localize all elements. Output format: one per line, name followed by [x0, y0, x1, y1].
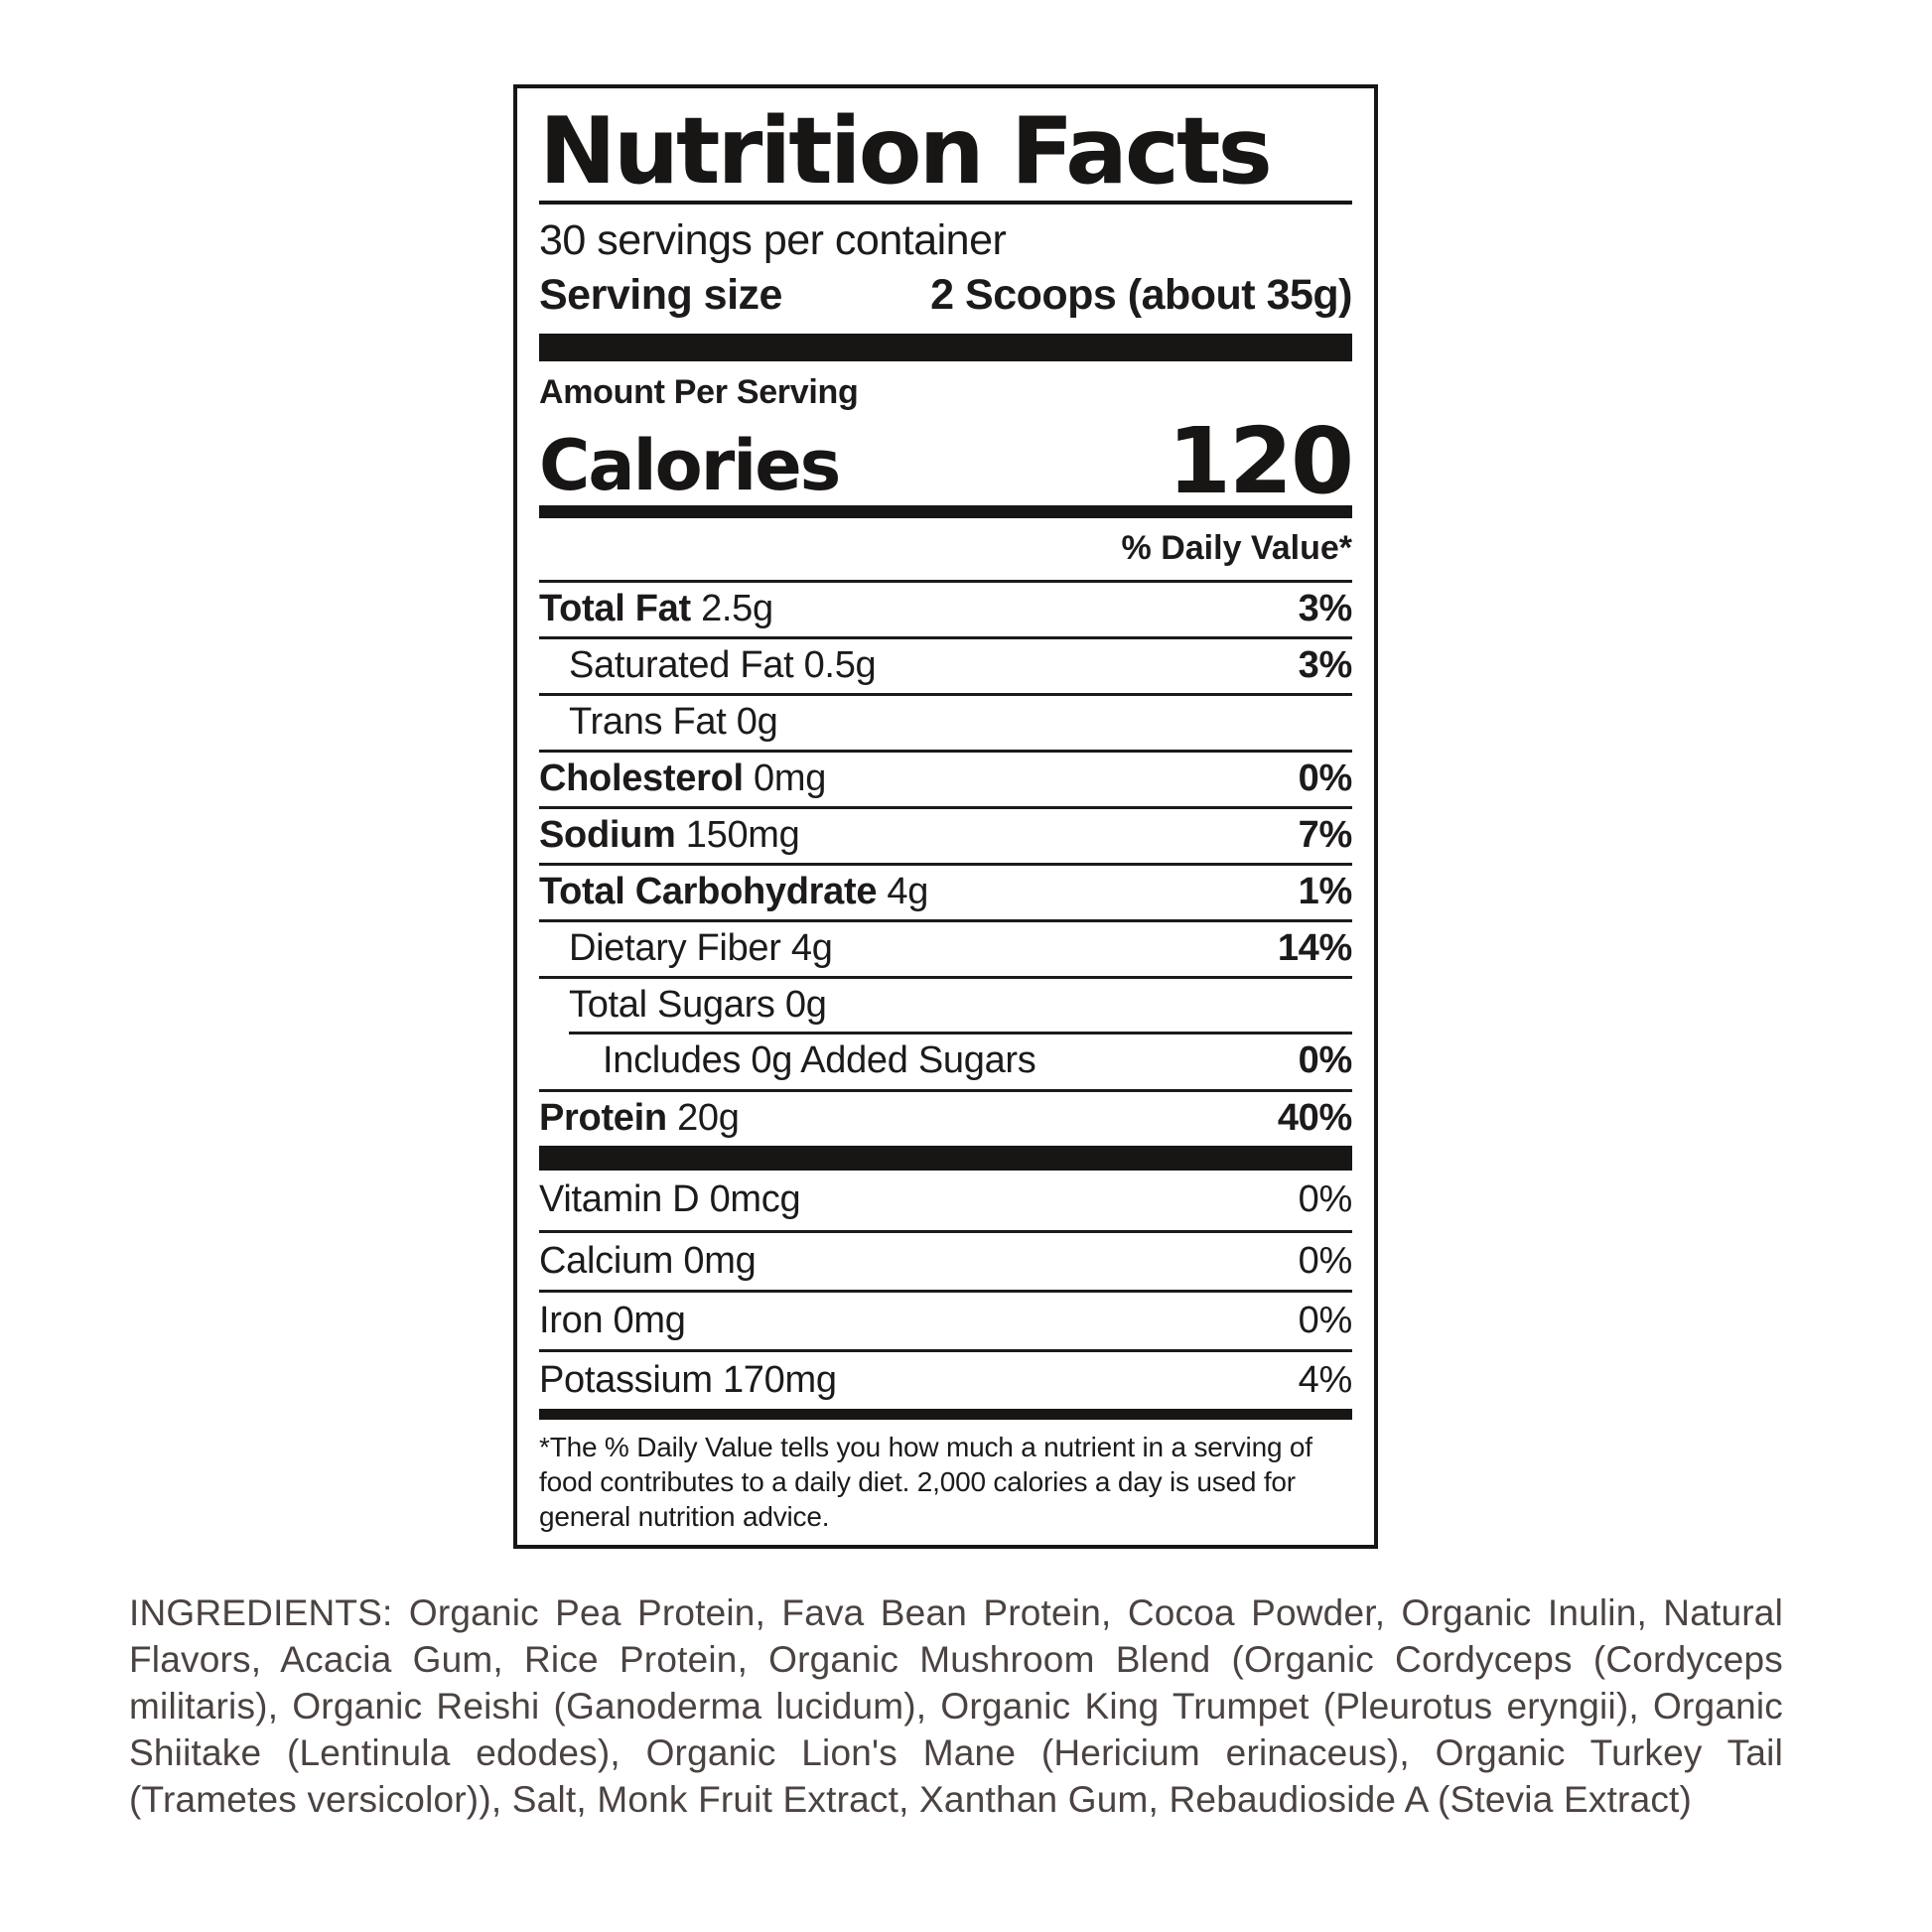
- nutrient-name: Includes 0g Added Sugars: [603, 1038, 1036, 1081]
- nutrition-facts-title: Nutrition Facts: [539, 97, 1273, 205]
- ingredients-paragraph: INGREDIENTS: Organic Pea Protein, Fava B…: [129, 1592, 1783, 1820]
- nutrient-name: Protein 20g: [539, 1097, 740, 1140]
- nutrient-row: Protein 20g 40%: [539, 1088, 1352, 1146]
- calories-value: 120: [1167, 408, 1354, 515]
- vitamins-divider-bar: [539, 1145, 1352, 1171]
- nutrient-name: Total Carbohydrate 4g: [539, 871, 929, 913]
- nutrient-name: Saturated Fat 0.5g: [569, 644, 877, 687]
- nutrient-daily-value: 14%: [1277, 927, 1352, 970]
- nutrient-name: Total Sugars 0g: [569, 984, 827, 1027]
- nutrient-name: Calcium 0mg: [539, 1239, 757, 1282]
- nutrient-daily-value: 3%: [1298, 588, 1353, 630]
- nutrient-daily-value: 3%: [1298, 644, 1353, 687]
- amount-per-serving-label: Amount Per Serving: [539, 372, 859, 411]
- vitamin-row: Vitamin D 0mcg 0%: [539, 1171, 1352, 1230]
- serving-size-label: Serving size: [539, 270, 782, 319]
- nutrient-row: Includes 0g Added Sugars 0%: [539, 1031, 1353, 1089]
- vitamin-rows-section: Vitamin D 0mcg 0% Calcium 0mg 0% Iron 0mg 0% P…: [539, 1171, 1352, 1409]
- footnote-divider-bar: [539, 1408, 1352, 1420]
- nutrient-rows-section: Total Fat 2.5g 3% Saturated Fat 0.5g 3% Tran…: [539, 579, 1353, 1146]
- section-divider-bar: [539, 333, 1352, 361]
- nutrient-daily-value: 0%: [1298, 1239, 1353, 1282]
- nutrient-daily-value: 0%: [1298, 1299, 1353, 1341]
- vitamin-row: Calcium 0mg 0%: [539, 1229, 1353, 1290]
- vitamin-row: Potassium 170mg 4%: [539, 1348, 1353, 1409]
- nutrient-daily-value: 0%: [1298, 758, 1353, 800]
- nutrient-name: Cholesterol 0mg: [539, 758, 827, 800]
- nutrient-daily-value: 1%: [1298, 871, 1353, 913]
- nutrient-daily-value: 40%: [1277, 1097, 1352, 1140]
- nutrient-daily-value: 7%: [1298, 814, 1353, 857]
- nutrient-row: Sodium 150mg 7%: [539, 805, 1353, 863]
- nutrient-row: Cholesterol 0mg 0%: [539, 749, 1353, 806]
- nutrient-row: Total Sugars 0g: [539, 975, 1352, 1033]
- nutrient-daily-value: 0%: [1298, 1038, 1353, 1081]
- servings-per-container: 30 servings per container: [539, 215, 1007, 264]
- nutrient-name: Dietary Fiber 4g: [569, 927, 833, 970]
- daily-value-header: % Daily Value*: [1121, 529, 1352, 568]
- nutrient-daily-value: 0%: [1298, 1178, 1353, 1221]
- vitamin-row: Iron 0mg 0%: [539, 1289, 1353, 1349]
- title-divider-line: [539, 200, 1352, 205]
- nutrient-name: Potassium 170mg: [539, 1358, 837, 1401]
- nutrient-name: Sodium 150mg: [539, 814, 800, 857]
- nutrient-daily-value: 4%: [1298, 1358, 1353, 1401]
- nutrient-row: Saturated Fat 0.5g 3%: [539, 635, 1353, 693]
- calories-label: Calories: [539, 425, 841, 507]
- nutrient-name: Total Fat 2.5g: [539, 588, 773, 630]
- calories-row: Calories 120: [539, 408, 1354, 515]
- nutrient-name: Vitamin D 0mcg: [539, 1178, 801, 1221]
- nutrient-row: Total Carbohydrate 4g 1%: [539, 862, 1353, 919]
- nutrition-facts-panel: Nutrition Facts 30 servings per containe…: [513, 84, 1378, 1549]
- daily-value-footnote: *The % Daily Value tells you how much a …: [539, 1431, 1312, 1532]
- nutrient-name: Iron 0mg: [539, 1299, 686, 1341]
- serving-size-value: 2 Scoops (about 35g): [930, 270, 1352, 319]
- nutrient-row: Dietary Fiber 4g 14%: [539, 918, 1352, 976]
- nutrient-row: Total Fat 2.5g 3%: [539, 579, 1353, 636]
- nutrient-row: Trans Fat 0g: [539, 692, 1352, 750]
- calories-divider-bar: [539, 504, 1352, 518]
- nutrient-name: Trans Fat 0g: [569, 701, 778, 744]
- serving-size-row: Serving size 2 Scoops (about 35g): [539, 271, 1352, 320]
